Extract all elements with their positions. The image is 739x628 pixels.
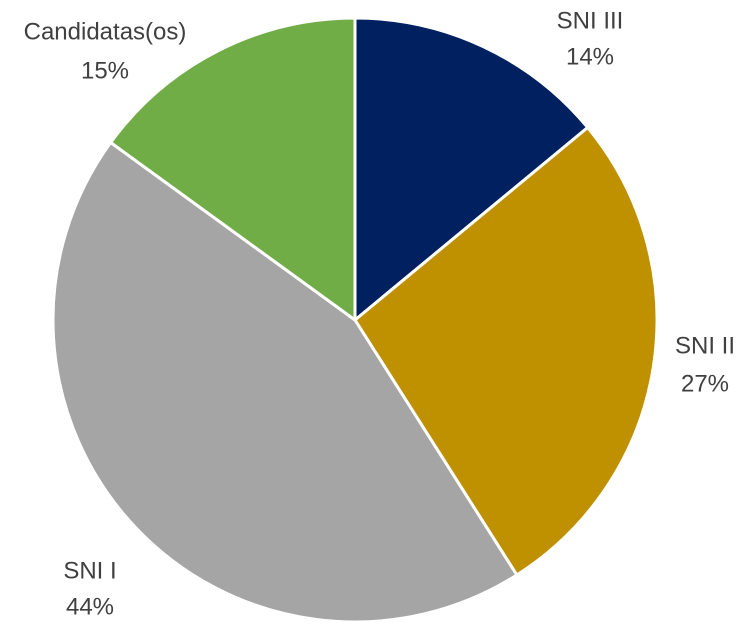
pie-slice [51,140,519,624]
category-label: SNI III [557,7,624,34]
category-label: SNI II [675,332,735,359]
category-label: SNI I [63,557,116,584]
pie-slice [353,125,659,578]
value-label: 14% [566,43,614,70]
value-label: 27% [681,370,729,397]
value-label: 15% [81,57,129,84]
pie-slice [108,16,357,323]
pie-slice [353,16,590,324]
value-label: 44% [66,593,114,620]
category-label: Candidatas(os) [24,18,187,45]
